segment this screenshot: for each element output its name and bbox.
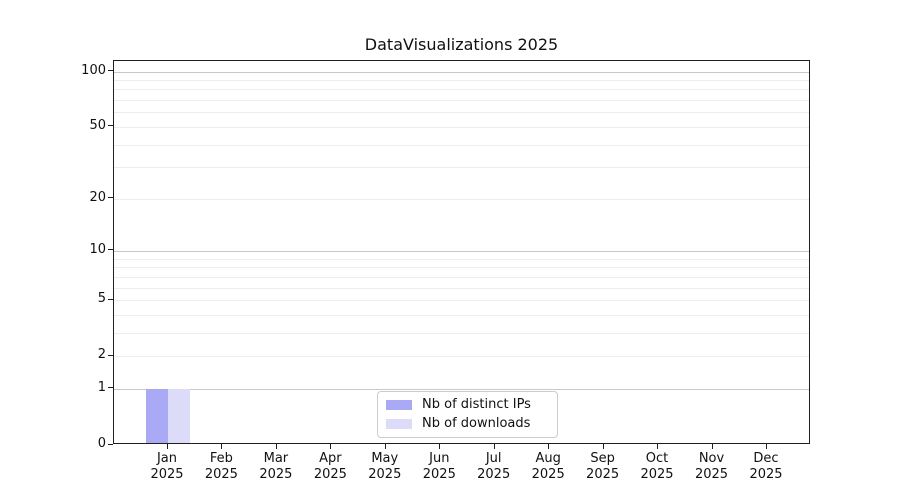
minor-grid-line (114, 112, 809, 114)
y-tick-label: 5 (97, 291, 106, 306)
x-tick-label: Jul 2025 (477, 451, 511, 482)
minor-grid-line (114, 198, 809, 200)
minor-grid-line (114, 356, 809, 358)
x-tick-label: Apr 2025 (313, 451, 347, 482)
bar-downloads (168, 388, 190, 443)
bar-distinct-ips (146, 388, 168, 443)
x-tick-mark (167, 444, 168, 449)
major-grid-line (114, 71, 809, 73)
y-tick-label: 2 (97, 347, 106, 363)
y-tick-label: 0 (97, 436, 106, 451)
x-tick-label: Feb 2025 (204, 451, 238, 482)
minor-grid-line (114, 258, 809, 260)
x-tick-label: Nov 2025 (694, 451, 729, 482)
legend-entry: Nb of downloads (386, 416, 549, 432)
x-tick-label: Jun 2025 (422, 451, 456, 482)
minor-grid-line (114, 287, 809, 289)
y-tick-mark (108, 298, 113, 300)
minor-grid-line (114, 267, 809, 269)
minor-grid-line (114, 314, 809, 316)
x-tick-label: Aug 2025 (531, 451, 565, 482)
y-tick-label: 10 (89, 241, 106, 257)
x-tick-mark (493, 444, 495, 449)
x-tick-label: May 2025 (368, 451, 402, 482)
minor-grid-line (114, 100, 809, 101)
major-grid-line (114, 388, 809, 390)
x-tick-mark (330, 444, 332, 449)
x-tick-mark (548, 444, 550, 449)
legend-entry: Nb of distinct IPs (386, 397, 549, 413)
y-tick-mark (108, 70, 113, 71)
x-tick-label: Jan 2025 (150, 451, 184, 482)
major-grid-line (114, 250, 809, 252)
y-tick-label: 50 (89, 117, 106, 133)
x-tick-label: Oct 2025 (640, 451, 674, 482)
x-tick-label: Mar 2025 (259, 451, 293, 482)
legend: Nb of distinct IPs Nb of downloads (377, 391, 558, 438)
minor-grid-line (114, 332, 809, 334)
minor-grid-line (114, 144, 809, 146)
x-tick-label: Sep 2025 (586, 451, 620, 482)
legend-swatch (386, 400, 412, 411)
chart-title: DataVisualizations 2025 (364, 35, 559, 54)
x-tick-mark (657, 444, 658, 449)
y-tick-mark (108, 387, 113, 389)
y-tick-label: 20 (89, 189, 106, 205)
y-tick-label: 100 (81, 62, 106, 78)
plot-area (113, 60, 810, 444)
x-tick-mark (275, 444, 277, 449)
minor-grid-line (114, 126, 809, 128)
minor-grid-line (114, 89, 809, 91)
legend-swatch (386, 418, 412, 429)
y-tick-mark (108, 125, 113, 127)
x-tick-mark (711, 444, 713, 449)
x-tick-mark (766, 444, 767, 449)
x-tick-mark (221, 444, 223, 449)
legend-label: Nb of downloads (422, 415, 531, 431)
x-tick-mark (602, 444, 604, 449)
minor-grid-line (114, 300, 809, 301)
x-tick-mark (439, 444, 441, 449)
x-tick-mark (384, 444, 386, 449)
minor-grid-line (114, 276, 809, 278)
y-tick-mark (108, 197, 113, 199)
minor-grid-line (114, 79, 809, 81)
y-tick-mark (108, 354, 113, 356)
legend-label: Nb of distinct IPs (422, 397, 531, 413)
y-tick-mark (108, 249, 113, 251)
y-tick-mark (108, 443, 113, 445)
x-tick-label: Dec 2025 (749, 451, 783, 482)
minor-grid-line (114, 167, 809, 169)
y-tick-label: 1 (97, 379, 106, 395)
